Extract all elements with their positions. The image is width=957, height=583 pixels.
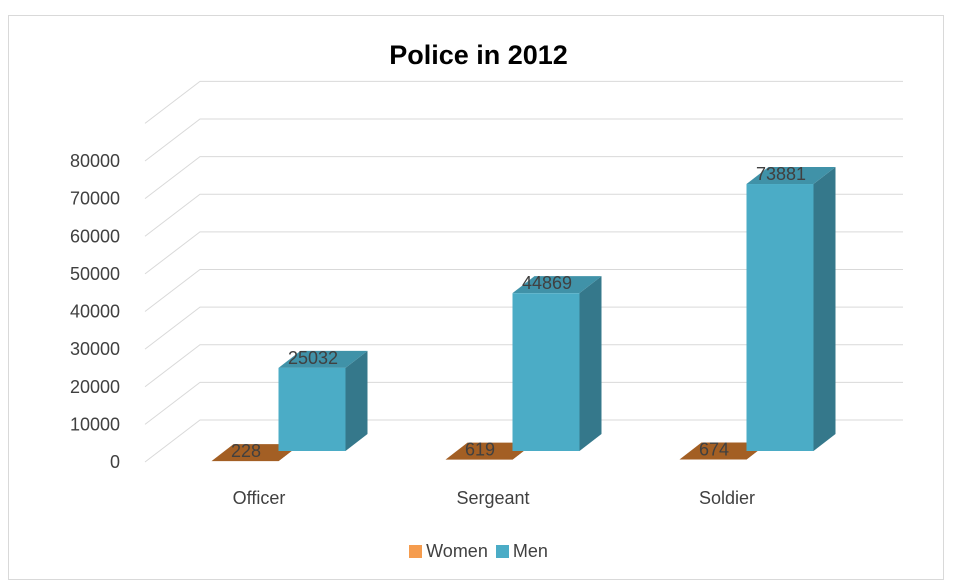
bar-top (679, 442, 769, 460)
gridline (144, 419, 903, 463)
legend-swatch-women (409, 545, 423, 558)
chart-title: Police in 2012 (389, 40, 568, 70)
bar-top (211, 444, 301, 462)
bar-front (512, 293, 580, 451)
gridline (144, 118, 903, 162)
gridline (144, 269, 903, 312)
y-tick-label: 40000 (70, 302, 120, 322)
chart-frame (8, 15, 944, 580)
gridline (144, 381, 903, 425)
data-label: 44869 (522, 273, 572, 293)
y-tick-label: 0 (110, 452, 120, 472)
x-tick-label: Sergeant (456, 488, 529, 508)
y-tick-label: 10000 (70, 414, 120, 434)
bar-men-sergeant (512, 276, 602, 451)
data-label: 674 (699, 439, 729, 459)
legend-item-women: Women (409, 541, 488, 562)
x-tick-label: Soldier (699, 488, 755, 508)
gridline (144, 231, 903, 275)
y-tick-label: 20000 (70, 377, 120, 397)
y-tick-label: 80000 (70, 151, 120, 171)
bar-top (746, 167, 836, 185)
data-label: 73881 (756, 164, 806, 184)
bar-front (746, 184, 814, 451)
y-tick-label: 30000 (70, 339, 120, 359)
data-label: 228 (231, 441, 261, 461)
gridline (144, 156, 903, 200)
x-axis-ticks: Officer Sergeant Soldier (233, 488, 755, 508)
bar-men-soldier (746, 167, 836, 451)
bar-side (813, 167, 836, 451)
legend-label-women: Women (426, 541, 488, 561)
gridline (144, 306, 903, 350)
gridline (144, 344, 903, 388)
legend-label-men: Men (512, 541, 548, 561)
bars (211, 167, 836, 462)
y-tick-label: 70000 (70, 189, 120, 209)
bar-side (579, 276, 602, 451)
bar-side (345, 350, 368, 451)
bar-top (445, 442, 535, 460)
x-tick-label: Officer (233, 488, 286, 508)
gridline (144, 193, 903, 237)
y-tick-label: 60000 (70, 226, 120, 246)
data-label: 25032 (288, 348, 338, 368)
legend-item-men: Men (495, 541, 548, 562)
gridlines (144, 80, 903, 463)
legend-swatch-men (495, 545, 509, 558)
bar-men-officer (278, 350, 368, 451)
gridline (144, 80, 903, 124)
data-labels: 228 25032 619 44869 674 73881 (231, 164, 806, 461)
data-label: 619 (465, 440, 495, 460)
bar-top (512, 276, 602, 294)
bar-front (278, 367, 346, 451)
bar-top (278, 350, 368, 368)
y-axis-ticks: 0 10000 20000 30000 40000 50000 60000 70000 8000… (70, 151, 120, 472)
y-tick-label: 50000 (70, 264, 120, 284)
legend: Women Men (0, 541, 957, 562)
